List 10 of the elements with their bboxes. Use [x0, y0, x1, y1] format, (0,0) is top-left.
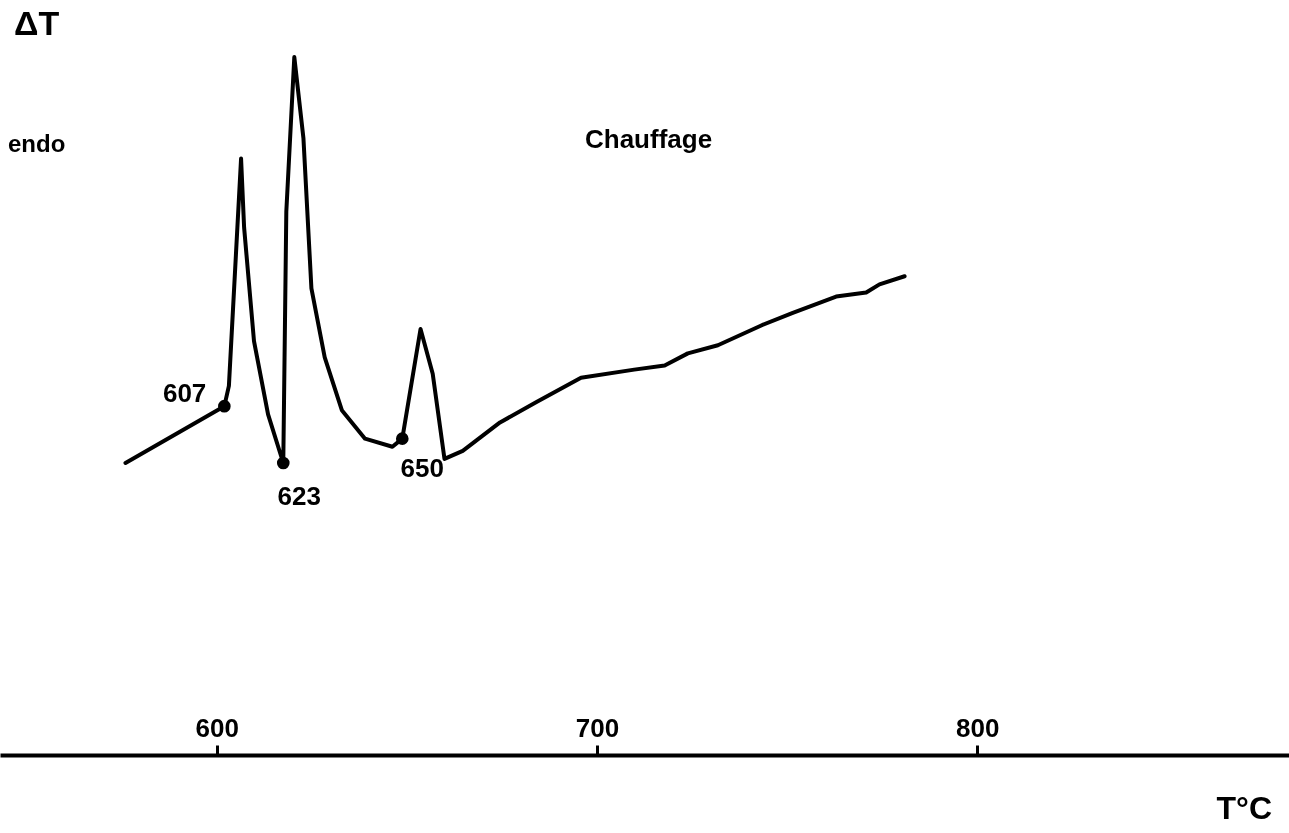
x-axis-title: T°C — [1216, 790, 1272, 826]
annotation: 650 — [400, 452, 444, 483]
annotation: 623 — [277, 481, 321, 511]
annotation: 607 — [162, 378, 207, 409]
annotation: endo — [8, 130, 66, 157]
y-axis-title: ΔT — [14, 4, 60, 42]
x-tick-label: 700 — [575, 712, 620, 743]
x-tick-label: 800 — [956, 712, 1000, 743]
x-tick-label: 600 — [195, 712, 239, 743]
annotation: Chauffage — [585, 124, 713, 154]
